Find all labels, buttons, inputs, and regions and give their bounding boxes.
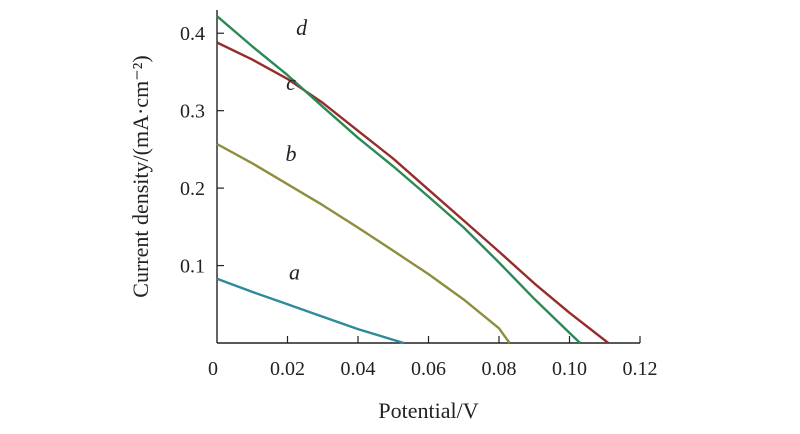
tick-marks xyxy=(217,32,641,343)
x-tick-label: 0.08 xyxy=(482,358,517,380)
series-line-d xyxy=(216,15,581,344)
x-tick-label: 0.12 xyxy=(623,358,658,380)
series-line-a xyxy=(216,277,405,345)
x-tick-label: 0.04 xyxy=(341,358,376,380)
series-label-c: c xyxy=(286,70,296,95)
series-labels: a b c d xyxy=(286,15,309,285)
y-tick-label: 0.1 xyxy=(180,256,205,278)
series-line-b xyxy=(216,142,511,344)
x-tick-label: 0.02 xyxy=(270,358,305,380)
series-label-d: d xyxy=(296,15,308,40)
origin-label: 0 xyxy=(208,358,218,380)
x-tick-label: 0.10 xyxy=(552,358,587,380)
y-tick-label: 0.3 xyxy=(180,101,205,123)
series-label-a: a xyxy=(289,259,300,284)
axes xyxy=(216,10,640,344)
series-line-c xyxy=(216,41,610,344)
series-label-b: b xyxy=(286,141,297,166)
x-tick-label: 0.06 xyxy=(411,358,446,380)
tick-labels: 0.02 0.04 0.06 0.08 0.10 0.12 0.1 0.2 0.3 0.4 0 xyxy=(180,23,658,380)
series-lines xyxy=(216,15,610,345)
y-tick-label: 0.2 xyxy=(180,178,205,200)
y-tick-label: 0.4 xyxy=(180,23,205,45)
y-axis-label: Current density/(mA·cm⁻²) xyxy=(128,55,153,297)
x-axis-label: Potential/V xyxy=(378,398,478,423)
